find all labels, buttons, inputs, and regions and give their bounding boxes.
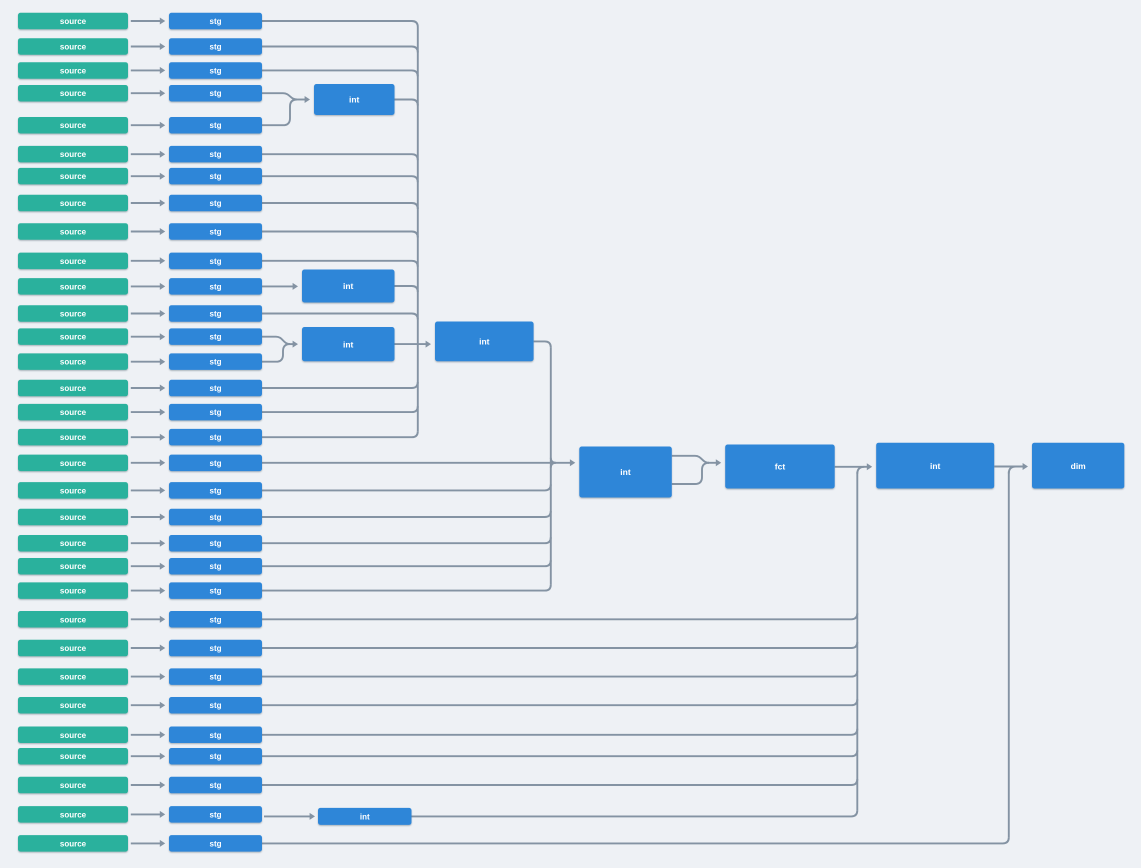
- svg-text:source: source: [60, 781, 87, 790]
- svg-text:stg: stg: [210, 228, 222, 237]
- svg-text:stg: stg: [210, 752, 222, 761]
- svg-text:stg: stg: [210, 701, 222, 710]
- svg-text:source: source: [60, 839, 87, 848]
- svg-text:source: source: [60, 587, 87, 596]
- svg-text:source: source: [60, 121, 87, 130]
- svg-text:source: source: [60, 615, 87, 624]
- svg-text:source: source: [60, 43, 87, 52]
- svg-text:stg: stg: [210, 839, 222, 848]
- svg-text:int: int: [930, 461, 941, 471]
- svg-text:source: source: [60, 66, 87, 75]
- svg-text:source: source: [60, 486, 87, 495]
- svg-text:source: source: [60, 459, 87, 468]
- svg-text:stg: stg: [210, 562, 222, 571]
- svg-text:stg: stg: [210, 17, 222, 26]
- svg-text:source: source: [60, 810, 87, 819]
- svg-text:stg: stg: [210, 172, 222, 181]
- svg-text:stg: stg: [210, 513, 222, 522]
- svg-text:source: source: [60, 701, 87, 710]
- svg-text:stg: stg: [210, 810, 222, 819]
- svg-text:source: source: [60, 644, 87, 653]
- svg-text:stg: stg: [210, 257, 222, 266]
- svg-text:source: source: [60, 539, 87, 548]
- svg-text:stg: stg: [210, 282, 222, 291]
- svg-text:source: source: [60, 752, 87, 761]
- svg-text:source: source: [60, 358, 87, 367]
- svg-text:source: source: [60, 310, 87, 319]
- svg-text:stg: stg: [210, 408, 222, 417]
- svg-text:stg: stg: [210, 89, 222, 98]
- svg-text:stg: stg: [210, 731, 222, 740]
- svg-text:source: source: [60, 199, 87, 208]
- svg-text:stg: stg: [210, 433, 222, 442]
- svg-text:int: int: [343, 339, 354, 349]
- svg-text:source: source: [60, 333, 87, 342]
- svg-text:int: int: [343, 281, 354, 291]
- svg-text:stg: stg: [210, 673, 222, 682]
- svg-text:stg: stg: [210, 587, 222, 596]
- svg-text:source: source: [60, 731, 87, 740]
- svg-text:source: source: [60, 282, 87, 291]
- svg-text:stg: stg: [210, 199, 222, 208]
- svg-text:source: source: [60, 150, 87, 159]
- svg-text:source: source: [60, 384, 87, 393]
- svg-text:stg: stg: [210, 459, 222, 468]
- svg-text:stg: stg: [210, 486, 222, 495]
- svg-text:source: source: [60, 228, 87, 237]
- svg-text:dim: dim: [1071, 461, 1087, 471]
- svg-text:stg: stg: [210, 310, 222, 319]
- svg-text:source: source: [60, 562, 87, 571]
- svg-text:int: int: [479, 337, 490, 347]
- svg-text:stg: stg: [210, 121, 222, 130]
- svg-text:stg: stg: [210, 615, 222, 624]
- svg-text:stg: stg: [210, 333, 222, 342]
- svg-text:stg: stg: [210, 644, 222, 653]
- svg-text:source: source: [60, 433, 87, 442]
- svg-text:stg: stg: [210, 66, 222, 75]
- svg-text:stg: stg: [210, 384, 222, 393]
- svg-text:source: source: [60, 513, 87, 522]
- svg-text:source: source: [60, 257, 87, 266]
- svg-text:stg: stg: [210, 539, 222, 548]
- svg-text:source: source: [60, 89, 87, 98]
- svg-text:stg: stg: [210, 358, 222, 367]
- svg-text:fct: fct: [775, 462, 786, 472]
- svg-text:int: int: [349, 95, 360, 105]
- svg-text:source: source: [60, 408, 87, 417]
- svg-text:source: source: [60, 673, 87, 682]
- svg-text:int: int: [360, 813, 370, 822]
- svg-text:source: source: [60, 172, 87, 181]
- svg-text:stg: stg: [210, 43, 222, 52]
- svg-text:stg: stg: [210, 150, 222, 159]
- svg-text:source: source: [60, 17, 87, 26]
- svg-text:int: int: [620, 467, 631, 477]
- svg-text:stg: stg: [210, 781, 222, 790]
